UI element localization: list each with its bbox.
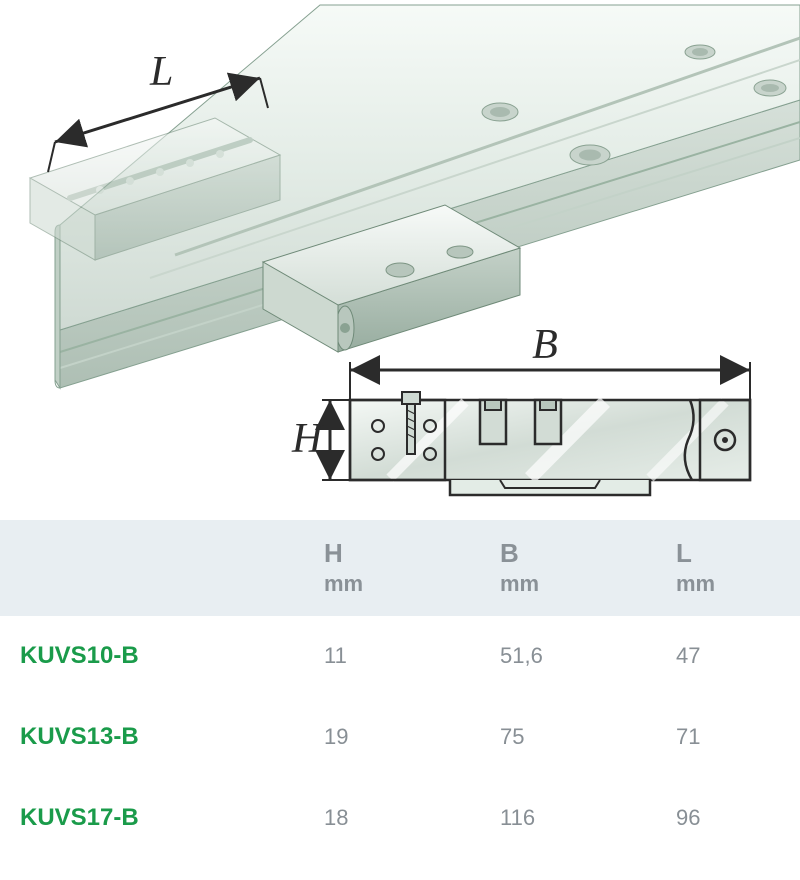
- value-cell: 116: [480, 777, 656, 858]
- value-cell: 47: [656, 616, 800, 697]
- table-header-l: L mm: [656, 520, 800, 616]
- table-header-b: B mm: [480, 520, 656, 616]
- technical-diagram: L B H: [0, 0, 800, 520]
- value-cell: 51,6: [480, 616, 656, 697]
- table-header-model: [0, 520, 304, 616]
- table-row: KUVS17-B 18 116 96: [0, 777, 800, 858]
- value-cell: 71: [656, 696, 800, 777]
- page-root: L B H: [0, 0, 800, 859]
- value-cell: 18: [304, 777, 480, 858]
- model-cell: KUVS10-B: [0, 616, 304, 697]
- model-cell: KUVS13-B: [0, 696, 304, 777]
- value-cell: 11: [304, 616, 480, 697]
- value-cell: 96: [656, 777, 800, 858]
- value-cell: 19: [304, 696, 480, 777]
- model-cell: KUVS17-B: [0, 777, 304, 858]
- dimension-label-l: L: [149, 49, 173, 95]
- diagram-svg: L B H: [0, 0, 800, 520]
- value-cell: 75: [480, 696, 656, 777]
- dimension-label-h: H: [291, 416, 325, 462]
- specifications-table: H mm B mm L mm KUVS10-B 11 51,6 47: [0, 520, 800, 859]
- table-row: KUVS13-B 19 75 71: [0, 696, 800, 777]
- table-header-h: H mm: [304, 520, 480, 616]
- table-row: KUVS10-B 11 51,6 47: [0, 616, 800, 697]
- table-header-row: H mm B mm L mm: [0, 520, 800, 616]
- dimension-label-b: B: [532, 322, 558, 368]
- cross-section: B H: [291, 322, 750, 495]
